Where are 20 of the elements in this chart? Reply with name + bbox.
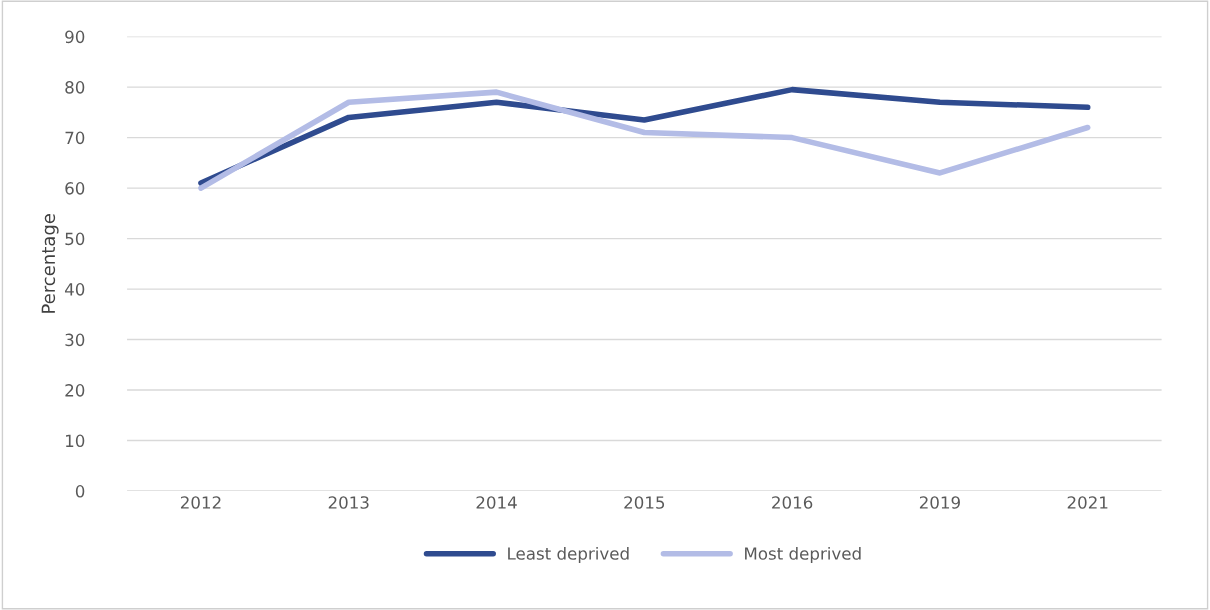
y-tick-label: 60 xyxy=(65,182,85,195)
y-tick-label: 0 xyxy=(75,485,85,498)
y-tick-label: 50 xyxy=(65,232,85,246)
x-tick-label: 2013 xyxy=(328,496,369,509)
x-tick-label: 2019 xyxy=(919,496,960,509)
y-axis-title: Percentage xyxy=(41,214,59,313)
x-tick-label: 2014 xyxy=(476,496,517,509)
x-tick-label: 2021 xyxy=(1067,496,1108,509)
legend-label: Least deprived xyxy=(508,546,629,564)
x-tick-label: 2012 xyxy=(180,496,221,509)
x-tick-label: 2016 xyxy=(772,496,813,509)
x-tick-label: 2015 xyxy=(624,496,665,509)
y-tick-label: 30 xyxy=(65,333,85,347)
y-tick-label: 10 xyxy=(66,434,85,448)
y-tick-label: 80 xyxy=(65,81,85,94)
y-tick-label: 40 xyxy=(64,283,85,296)
legend-label: Most deprived xyxy=(745,546,861,564)
y-tick-label: 90 xyxy=(65,30,85,44)
y-tick-label: 20 xyxy=(65,384,85,397)
y-tick-label: 70 xyxy=(65,131,85,145)
